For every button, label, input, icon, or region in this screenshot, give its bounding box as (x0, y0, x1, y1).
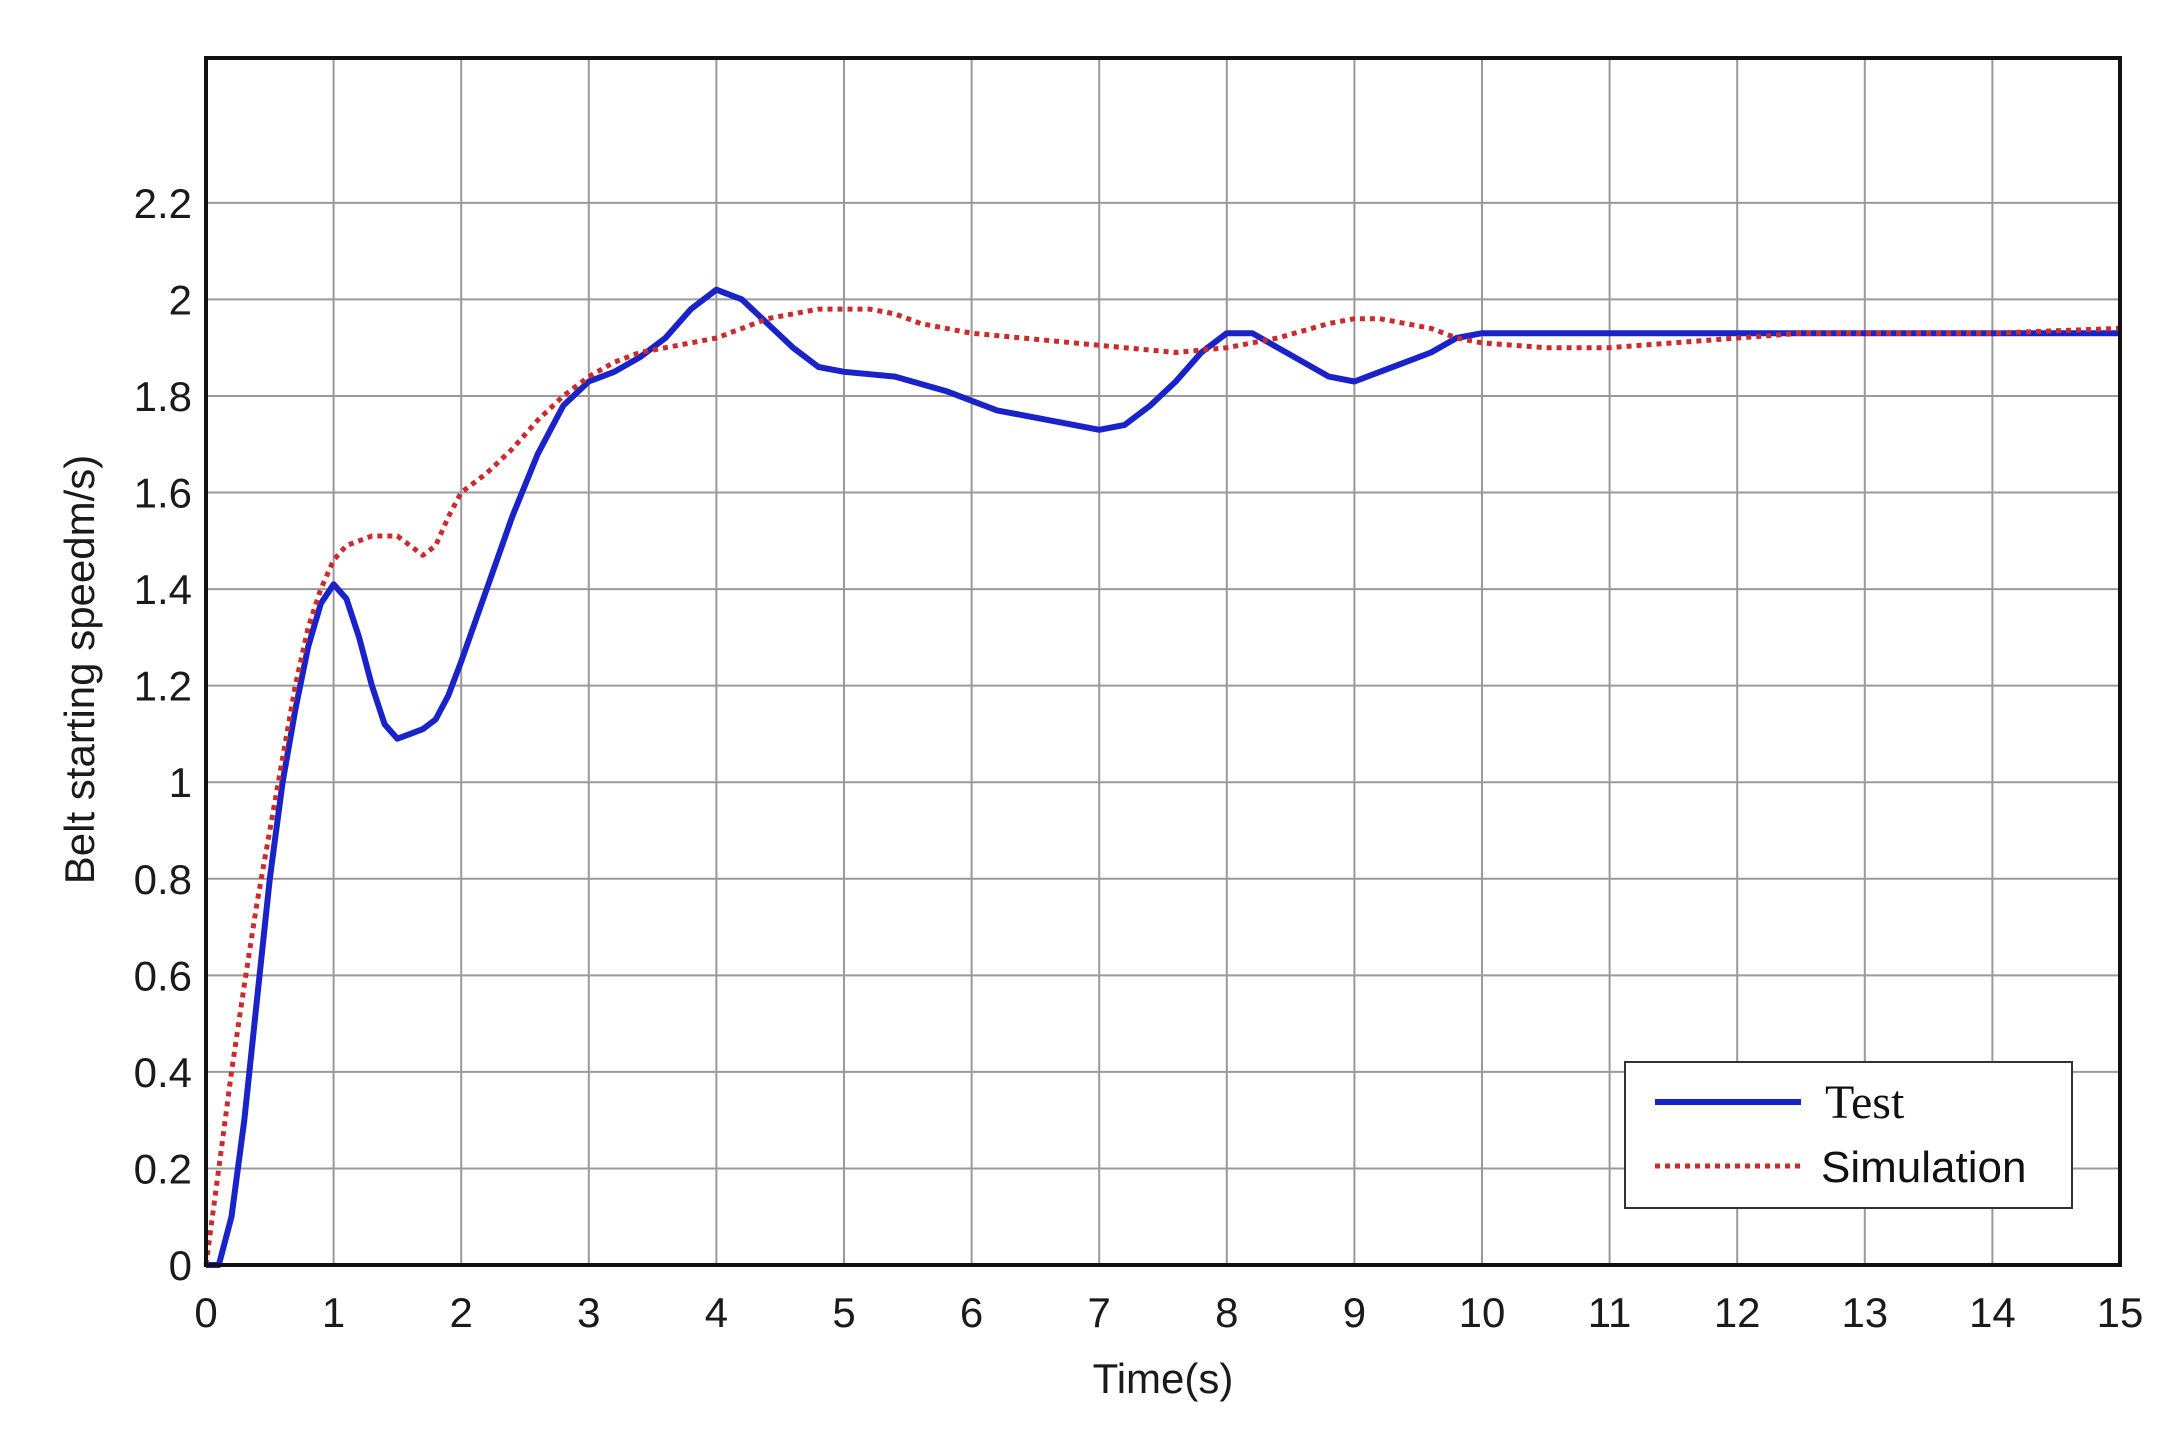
x-tick-label: 12 (1714, 1289, 1761, 1336)
x-tick-label: 0 (194, 1289, 217, 1336)
y-tick-label: 0.8 (134, 856, 192, 903)
x-tick-label: 3 (577, 1289, 600, 1336)
x-tick-label: 14 (1969, 1289, 2016, 1336)
y-tick-label: 1.4 (134, 566, 192, 613)
x-tick-labels: 0 1 2 3 4 5 6 7 8 9 10 11 12 13 14 15 (194, 1289, 2143, 1336)
y-tick-label: 0.2 (134, 1145, 192, 1192)
y-tick-label: 1.8 (134, 373, 192, 420)
y-tick-label: 0.4 (134, 1049, 192, 1096)
legend-box (1624, 1061, 2073, 1209)
x-tick-label: 9 (1343, 1289, 1366, 1336)
y-tick-label: 1.6 (134, 470, 192, 517)
legend-label-test: Test (1825, 1076, 1905, 1129)
legend: Test Simulation (1624, 1061, 2073, 1209)
x-tick-label: 10 (1459, 1289, 1506, 1336)
y-tick-label: 0.6 (134, 952, 192, 999)
x-axis-label: Time(s) (1093, 1355, 1234, 1402)
legend-label-simulation: Simulation (1821, 1143, 2026, 1192)
series-line-simulation (203, 306, 2121, 1266)
x-tick-label: 1 (322, 1289, 345, 1336)
x-tick-label: 11 (1588, 1289, 1632, 1336)
x-tick-label: 5 (832, 1289, 855, 1336)
x-tick-label: 4 (705, 1289, 728, 1336)
series-line-test (206, 286, 2120, 1268)
y-axis-label: Belt starting speedm/s) (56, 455, 103, 885)
x-tick-label: 7 (1088, 1289, 1111, 1336)
y-tick-label: 2.2 (134, 180, 192, 227)
x-tick-label: 6 (960, 1289, 983, 1336)
x-tick-label: 2 (450, 1289, 473, 1336)
y-tick-label: 2 (169, 276, 192, 323)
x-tick-label: 15 (2097, 1289, 2144, 1336)
plot-frame (204, 56, 2122, 1267)
y-tick-label: 1 (169, 759, 192, 806)
y-tick-labels: 0 0.2 0.4 0.6 0.8 1 1.2 1.4 1.6 1.8 2 2.2 (134, 180, 192, 1289)
x-tick-label: 8 (1215, 1289, 1238, 1336)
x-tick-label: 13 (1841, 1289, 1888, 1336)
series-group (203, 286, 2121, 1268)
y-tick-label: 1.2 (134, 663, 192, 710)
y-tick-label: 0 (169, 1242, 192, 1289)
